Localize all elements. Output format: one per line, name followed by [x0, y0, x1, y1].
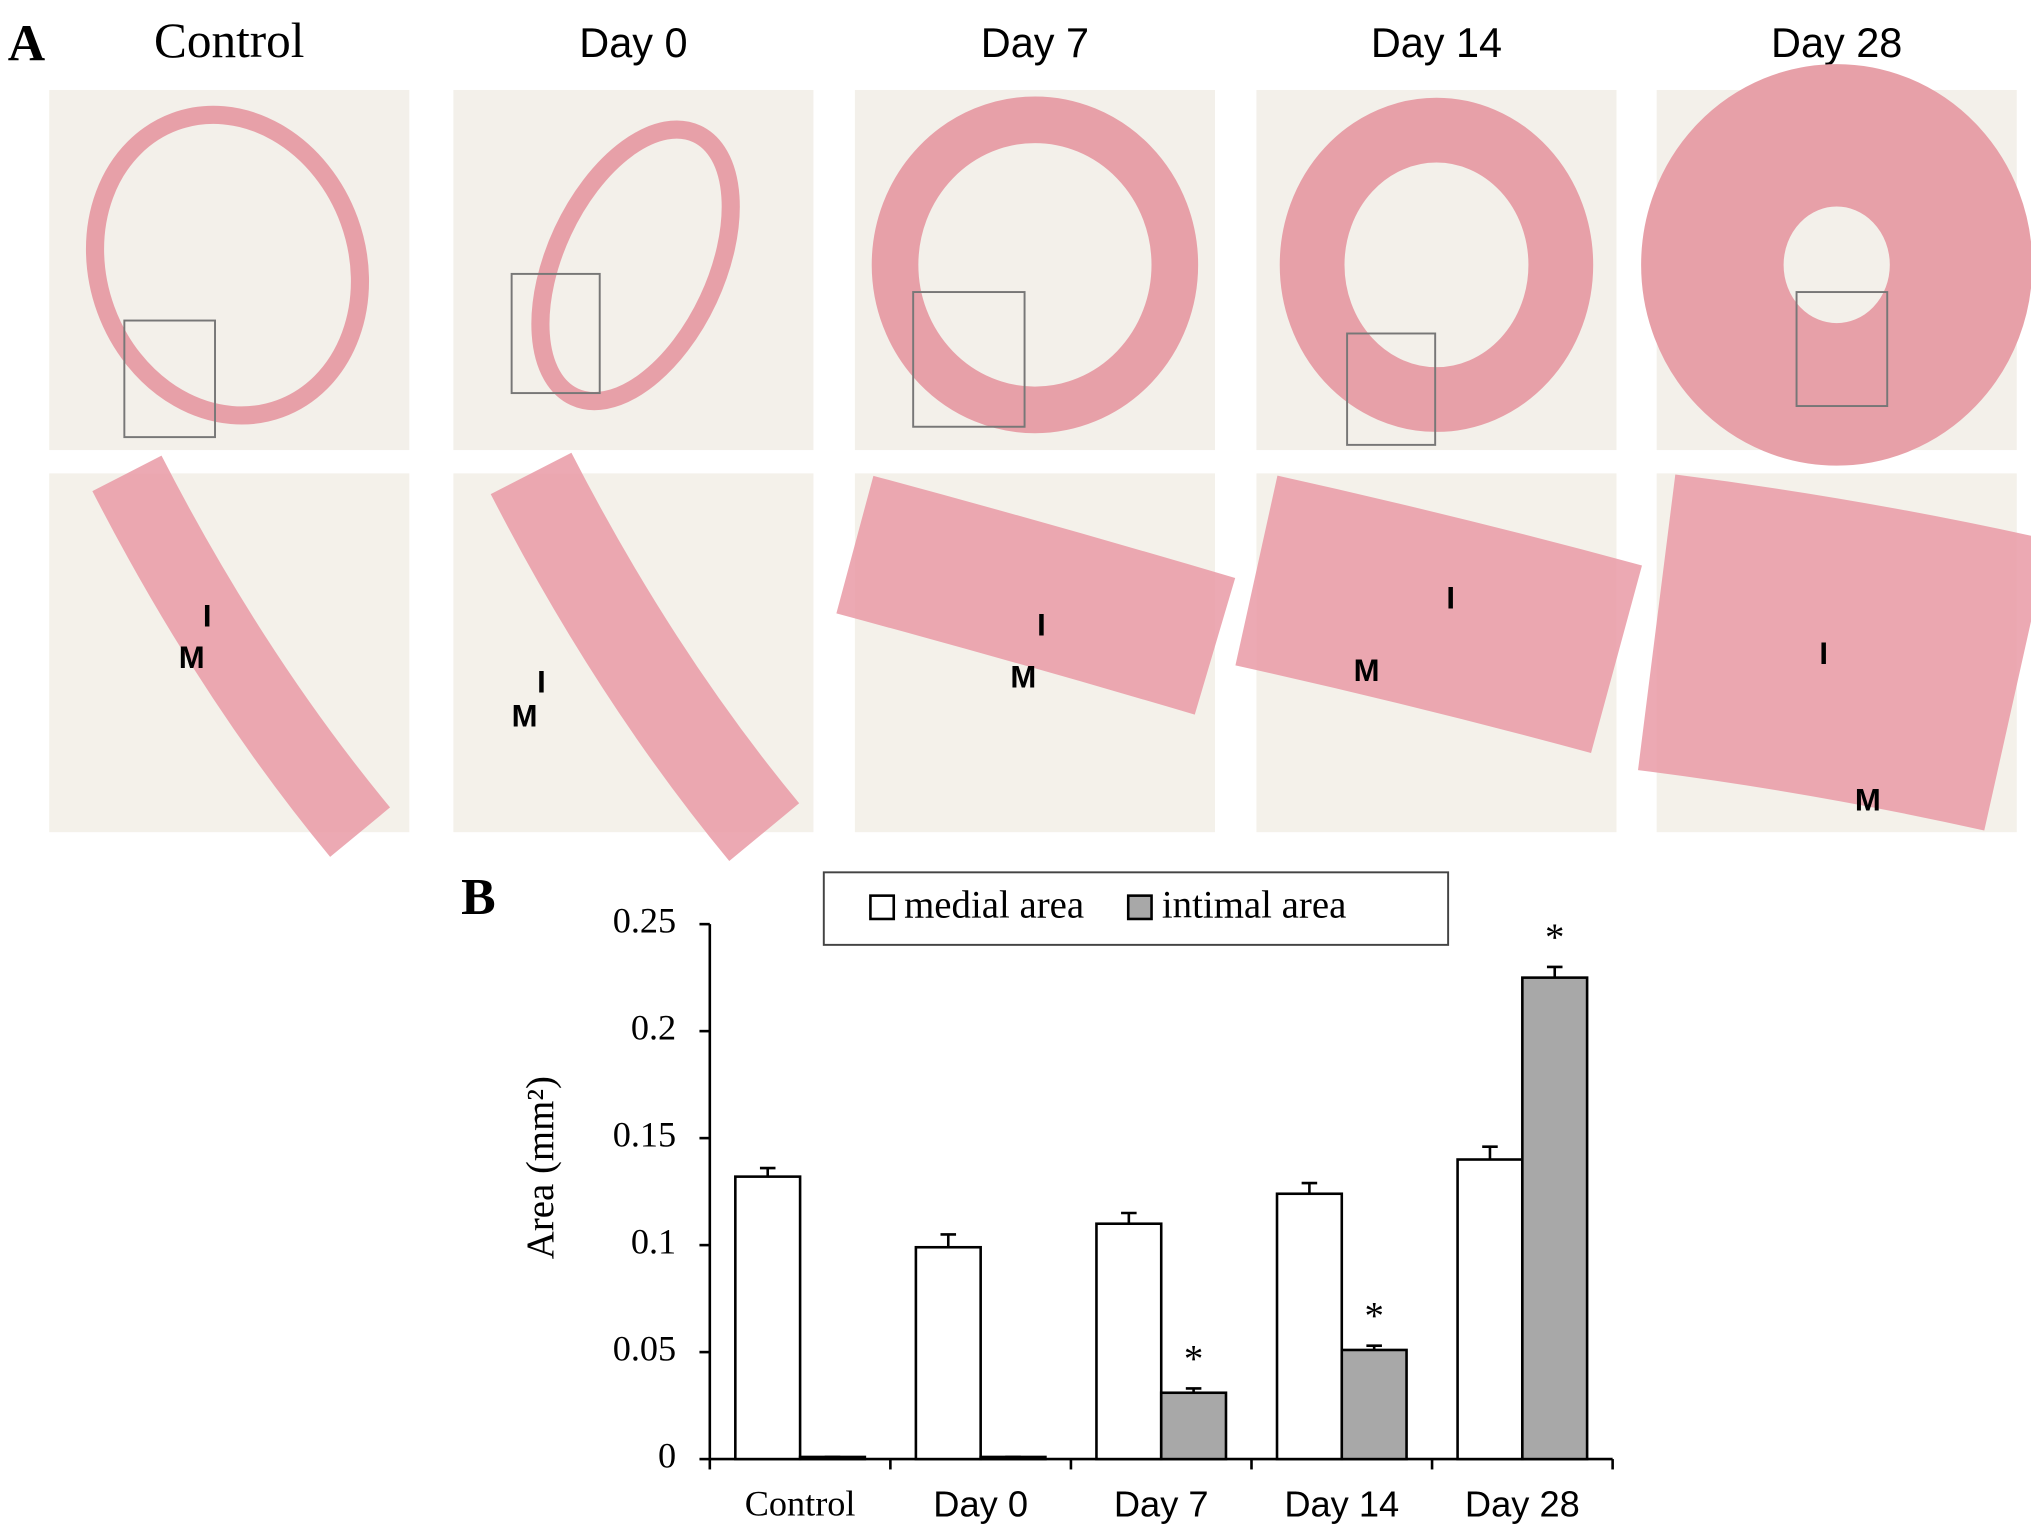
bar	[1521, 976, 1589, 1461]
y-tick-label: 0.25	[613, 900, 676, 940]
layer-label: I	[1446, 581, 1455, 616]
y-tick-label: 0.05	[613, 1328, 676, 1368]
panel-label: A	[8, 15, 46, 72]
tissue	[92, 455, 391, 857]
x-tick-label: Day 7	[1114, 1484, 1209, 1525]
bar	[1456, 1158, 1524, 1461]
micrograph	[49, 89, 410, 451]
tissue	[836, 475, 1236, 715]
layer-label: I	[1819, 636, 1828, 671]
error-bar	[1482, 1145, 1498, 1160]
column-title: Control	[154, 13, 304, 68]
error-bar	[1546, 965, 1563, 978]
vessel-wall	[531, 120, 740, 411]
layer-label: M	[1855, 783, 1881, 818]
x-tick-label: Day 14	[1284, 1484, 1399, 1525]
zoom-box	[123, 319, 216, 439]
x-tick-label: Control	[745, 1483, 856, 1523]
x-tick-label: Day 0	[933, 1484, 1028, 1525]
layer-label: M	[1354, 653, 1380, 688]
error-bar	[759, 1166, 776, 1177]
y-tick-label: 0	[658, 1435, 676, 1475]
vessel-wall	[871, 96, 1199, 434]
zoom-box	[1795, 291, 1889, 407]
layer-label: M	[512, 698, 538, 733]
zoom-box	[1346, 332, 1437, 446]
legend-swatch	[869, 894, 896, 921]
bar	[734, 1175, 802, 1461]
bar	[1095, 1222, 1163, 1461]
panel-label: B	[461, 869, 496, 926]
significance-mark: *	[1545, 916, 1564, 959]
zoom-box	[912, 291, 1026, 428]
layer-label: M	[1010, 660, 1036, 695]
layer-label: I	[203, 599, 212, 634]
column-title: Day 28	[1771, 19, 1902, 66]
layer-label: M	[179, 640, 205, 675]
legend-label: intimal area	[1162, 884, 1346, 927]
y-axis-label: Area (mm²)	[519, 1076, 562, 1259]
layer-label: I	[1037, 608, 1046, 643]
vessel-wall	[85, 105, 370, 425]
vessel-wall	[1641, 64, 2031, 466]
y-tick-label: 0.1	[631, 1221, 676, 1261]
error-bar	[1185, 1387, 1202, 1393]
vessel-wall	[1279, 97, 1594, 432]
y-tick-label: 0.15	[613, 1114, 676, 1154]
bar	[914, 1245, 982, 1461]
column-title: Day 7	[981, 19, 1089, 66]
zoom-box	[510, 272, 601, 395]
error-bar	[1121, 1211, 1137, 1224]
error-bar	[1366, 1344, 1382, 1350]
significance-mark: *	[1184, 1337, 1203, 1380]
legend-label: medial area	[904, 884, 1084, 927]
error-bar	[1301, 1181, 1318, 1194]
legend-swatch	[1126, 894, 1153, 921]
tissue	[490, 452, 800, 862]
x-tick-label: Day 28	[1465, 1484, 1580, 1525]
column-title: Day 14	[1371, 19, 1502, 66]
bar	[1159, 1391, 1228, 1461]
y-tick-label: 0.2	[631, 1007, 676, 1047]
tissue	[1235, 475, 1642, 754]
column-title: Day 0	[579, 19, 687, 66]
layer-label: I	[537, 665, 546, 700]
bar	[1275, 1192, 1344, 1461]
bar	[1340, 1348, 1408, 1461]
tissue	[1638, 474, 2031, 831]
significance-mark: *	[1364, 1295, 1383, 1338]
error-bar	[940, 1233, 957, 1248]
